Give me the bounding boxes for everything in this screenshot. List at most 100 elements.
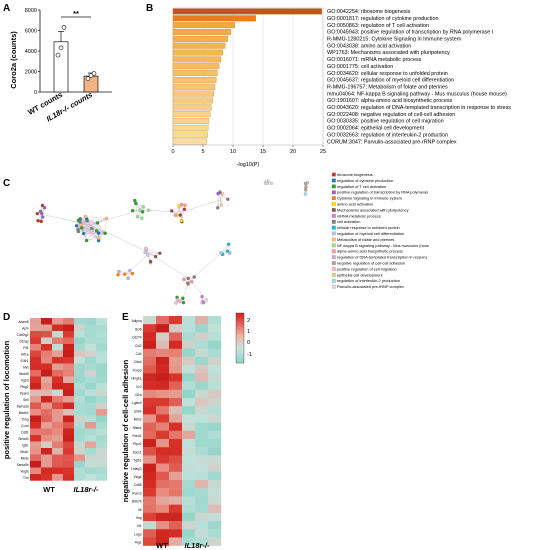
panel-b-bar xyxy=(172,35,228,42)
heatmap-cell xyxy=(195,480,209,489)
legend-swatch xyxy=(331,273,336,277)
panel-b-bar xyxy=(172,104,212,111)
heatmap-cell xyxy=(195,512,209,522)
network-edge xyxy=(181,199,221,213)
heatmap-cell xyxy=(182,398,196,407)
heatmap-cell xyxy=(41,337,53,345)
heatmap-cell xyxy=(30,435,42,442)
heatmap-cell xyxy=(143,365,157,374)
heatmap-cell xyxy=(52,344,64,351)
heatmap-cell xyxy=(96,448,108,455)
heatmap-cell xyxy=(63,344,75,351)
network-edge xyxy=(97,222,99,234)
panel-e-heatmap xyxy=(143,316,222,546)
network-node xyxy=(148,259,153,264)
heatmap-cell xyxy=(208,365,222,374)
heatmap-cell xyxy=(182,389,196,399)
panel-b-bar xyxy=(172,42,226,49)
heatmap-cell xyxy=(143,496,157,505)
gene-label: Cd2ap xyxy=(19,339,29,343)
heatmap-cell xyxy=(74,402,86,410)
legend-label: Parvulin-associated pre-rRNP complex xyxy=(337,284,404,289)
heatmap-cell xyxy=(30,448,42,455)
heatmap-cell xyxy=(96,376,108,384)
gene-label: Met xyxy=(23,365,28,369)
gene-label: Il2ra xyxy=(135,393,141,397)
panel-b-term-label: mmu04064: NF-kappa B signaling pathway -… xyxy=(327,91,507,97)
heatmap-cell xyxy=(169,324,183,333)
network-node xyxy=(179,202,184,207)
heatmap-cell xyxy=(52,318,64,325)
network-node xyxy=(303,181,308,186)
heatmap-cell xyxy=(195,398,209,407)
heatmap-cell xyxy=(41,324,53,332)
network-node xyxy=(128,268,132,273)
panel-b-xtick-label: 0 xyxy=(171,149,174,155)
heatmap-cell xyxy=(74,383,86,390)
network-edge xyxy=(217,191,221,208)
heatmap-colorbar: 2 1 0 -1 xyxy=(235,312,252,364)
heatmap-cell xyxy=(41,318,53,325)
heatmap-cell xyxy=(169,365,183,374)
heatmap-cell xyxy=(156,422,170,431)
heatmap-cell xyxy=(74,370,86,377)
network-node xyxy=(84,238,89,243)
heatmap-cell xyxy=(96,402,108,410)
heatmap-cell xyxy=(96,331,108,338)
heatmap-cell xyxy=(63,448,75,455)
heatmap-cell xyxy=(74,350,86,358)
heatmap-cell xyxy=(208,316,222,325)
heatmap-cell xyxy=(52,337,64,345)
network-node xyxy=(141,205,145,209)
heatmap-cell xyxy=(143,406,157,415)
heatmap-cell xyxy=(52,350,64,358)
heatmap-cell xyxy=(208,439,222,448)
heatmap-cell xyxy=(156,414,170,423)
panel-b: B 0 5 10 15 20 25 GO:0042254: ribosome biogen… xyxy=(146,3,511,168)
network-node xyxy=(103,231,107,235)
heatmap-cell xyxy=(63,370,75,377)
network-node xyxy=(169,209,174,213)
heatmap-cell xyxy=(96,467,108,475)
heatmap-cell xyxy=(156,480,170,489)
heatmap-cell xyxy=(182,512,196,522)
gene-label: Madh4 xyxy=(19,411,29,415)
heatmap-cell xyxy=(182,471,196,481)
gene-label: Ppard xyxy=(20,391,29,395)
panel-e-ylabel: negative regulation of cell-cell adhesio… xyxy=(121,359,130,502)
heatmap-cell xyxy=(63,324,75,332)
heatmap-cell xyxy=(41,415,53,423)
network-node xyxy=(39,219,43,224)
network-node xyxy=(35,211,39,216)
heatmap-cell xyxy=(96,324,108,332)
heatmap-cell xyxy=(41,344,53,351)
heatmap-cell xyxy=(85,389,97,397)
network-node xyxy=(134,201,138,206)
network-node xyxy=(76,229,81,234)
heatmap-cell xyxy=(30,422,42,429)
gene-label: Pdcd1 xyxy=(132,434,141,438)
network-node xyxy=(81,231,86,236)
heatmap-cell xyxy=(195,439,209,448)
panel-b-bar xyxy=(172,111,211,118)
heatmap-cell xyxy=(208,455,222,464)
heatmap-cell xyxy=(74,435,86,442)
heatmap-cell xyxy=(85,461,97,468)
gene-label: Cd274 xyxy=(132,336,142,340)
panel-b-term-label: GO:0030335: positive regulation of cell … xyxy=(327,119,444,125)
network-node xyxy=(117,269,121,274)
heatmap-cell xyxy=(63,402,75,410)
network-edge xyxy=(222,244,229,255)
panel-a-letter: A xyxy=(3,3,10,14)
heatmap-cell xyxy=(63,337,75,345)
heatmap-cell xyxy=(85,344,97,351)
network-node xyxy=(80,226,84,230)
heatmap-cell xyxy=(182,430,196,440)
heatmap-cell xyxy=(52,448,64,455)
gene-label: Nedd9 xyxy=(19,372,29,376)
network-node xyxy=(123,272,127,276)
heatmap-cell xyxy=(208,348,222,358)
gene-label: Msh2 xyxy=(134,418,142,422)
heatmap-cell xyxy=(85,409,97,416)
